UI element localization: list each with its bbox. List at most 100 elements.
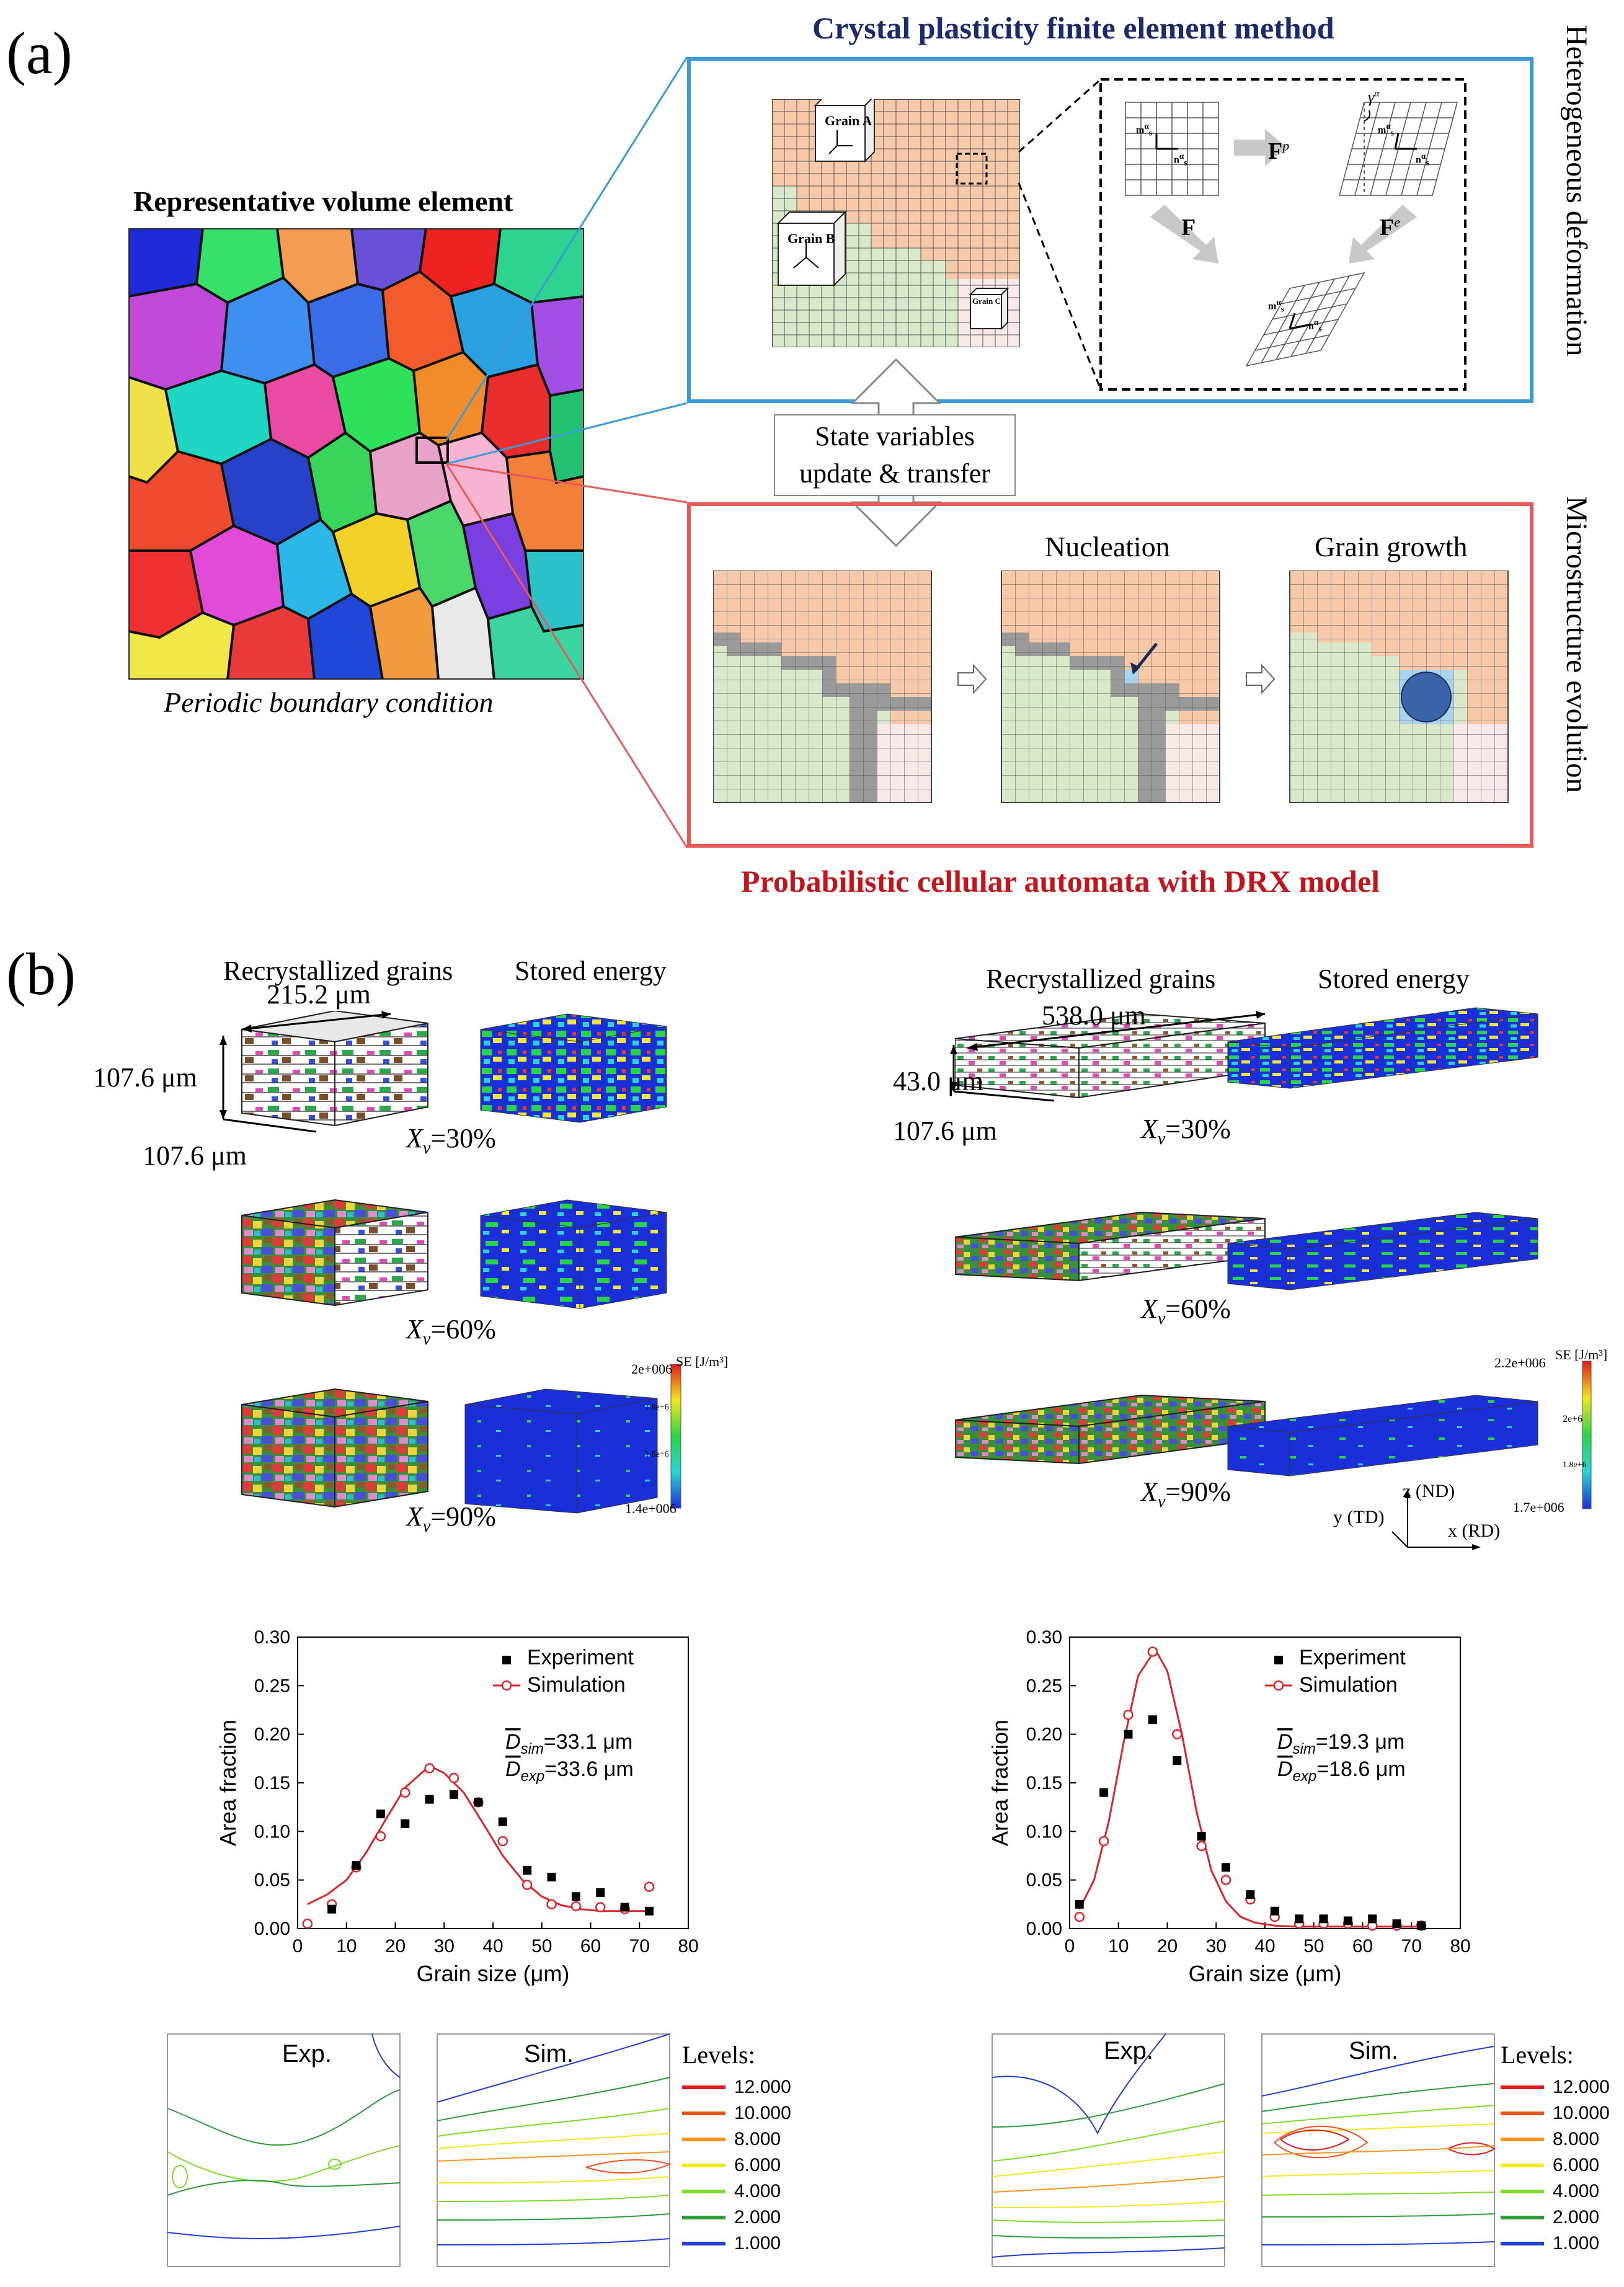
plot-frame [297,1636,689,1929]
experiment-point [1295,1914,1304,1924]
levels-legend-left: Levels: 12.000 10.000 8.000 6.000 4.000 2.000 1… [682,2040,791,2257]
y-tick-label: 0.25 [1026,1676,1062,1696]
m-vector-label: mαs [1136,122,1152,138]
x-tick-label: 60 [1352,1936,1373,1956]
level-item: 2.000 [682,2205,791,2231]
levels-title: Levels: [1501,2041,1574,2069]
simulation-point [546,1899,557,1910]
level-swatch [1501,2138,1544,2141]
y-tick-label: 0.05 [254,1870,290,1891]
level-item: 6.000 [1501,2152,1610,2178]
level-swatch [682,2138,725,2141]
grain-a-label: Grain A [825,113,872,128]
x-tick-label: 60 [580,1936,601,1956]
simulation-point [1196,1841,1207,1852]
grain-growth-label: Grain growth [1315,531,1468,562]
level-label: 1.000 [1553,2233,1600,2254]
nucleation-label: Nucleation [1045,531,1170,562]
x-tick-label: 30 [434,1936,455,1956]
axis-z-label: z (ND) [1403,1481,1455,1501]
experiment-point [1417,1921,1426,1930]
simulation-point [1172,1729,1183,1739]
n-vector-label-3: nαs [1308,318,1322,334]
level-swatch [682,2216,725,2219]
simulation-point [400,1787,410,1798]
simulation-point [1074,1911,1085,1922]
grain-c-label: Grain C [972,296,1001,306]
y-tick-label: 0.00 [254,1919,290,1939]
level-item: 1.000 [682,2231,791,2257]
grain-b-label: Grain B [788,231,835,246]
experiment-point [1075,1899,1084,1909]
state-variables-box: State variables update & transfer [774,414,1016,496]
experiment-point [1197,1832,1206,1841]
n-vector-label-2: nαs [1416,151,1429,167]
experiment-point [327,1904,337,1914]
right-se-mid1: 2e+6 [1563,1414,1583,1424]
level-swatch [1501,2216,1544,2219]
experiment-point [1173,1756,1182,1765]
level-item: 2.000 [1501,2205,1610,2231]
experiment-point [620,1903,629,1912]
level-label: 8.000 [1553,2129,1600,2149]
m-vector-label-3: mαs [1268,298,1284,314]
legend-experiment-marker [1274,1656,1283,1664]
m-vector-label-2: mαs [1378,122,1394,138]
left-se-mid1: 1.8e+6 [645,1403,669,1412]
level-label: 4.000 [1553,2181,1600,2201]
x-tick-label: 40 [1254,1936,1275,1956]
grain-c-cube [969,286,1009,331]
right-3d-blocks [955,1007,1592,1509]
level-item: 6.000 [682,2152,791,2178]
right-dim-y: 107.6 μm [893,1116,997,1146]
simulation-point [644,1881,655,1892]
legend-simulation-marker [1273,1680,1284,1691]
level-label: 12.000 [734,2077,791,2097]
cpfem-title: Crystal plasticity finite element method [812,11,1334,45]
left-dimension-arrows [220,1011,391,1133]
left-dim-x: 215.2 μm [267,979,371,1010]
annotation-d-exp: Dexp=33.6 μm [505,1757,634,1785]
n-vector-label: nαs [1174,151,1187,167]
grain-size-chart-right: 0 10 20 30 40 50 60 70 80 0.00 0.05 0.10 0.15 0.20 0.2… [987,1627,1471,1986]
y-tick-label: 0.20 [1026,1725,1062,1745]
right-se-min: 1.7e+006 [1513,1499,1564,1515]
experiment-point [1222,1863,1230,1872]
experiment-point [450,1790,458,1799]
state-line-2: update & transfer [799,458,990,489]
y-tick-label: 0.15 [1026,1773,1062,1793]
pca-grids [713,571,1509,803]
levels-legend-right: Levels: 12.000 10.000 8.000 6.000 4.000 2.000 1… [1501,2040,1610,2257]
simulation-point [1098,1836,1109,1847]
experiment-point [547,1872,556,1881]
right-recryst-label: Recrystallized grains [986,964,1216,994]
experiment-point [1246,1890,1255,1899]
y-tick-label: 0.30 [1026,1627,1062,1648]
experiment-point [596,1888,605,1898]
level-swatch [1501,2242,1544,2245]
cpfem-box [687,57,1533,403]
experiment-point [1343,1916,1352,1925]
x-tick-label: 10 [1108,1936,1129,1956]
level-swatch [682,2242,725,2245]
x-tick-label: 0 [293,1936,303,1956]
left-xv90: Xv=90% [406,1501,496,1536]
level-label: 8.000 [734,2129,781,2149]
coordinate-axes [1391,1490,1481,1550]
plot-frame [1069,1636,1461,1929]
simulation-point [521,1880,533,1890]
annotation-d-sim: Dsim=33.1 μm [505,1730,632,1757]
left-dim-z: 107.6 μm [93,1062,197,1093]
level-swatch [682,2085,725,2089]
y-tick-label: 0.15 [254,1773,290,1793]
fe-label: Fe [1380,214,1400,241]
y-axis-label: Area fraction [215,1720,241,1846]
contour-right-exp-label: Exp. [1104,2037,1154,2064]
experiment-point [474,1798,483,1807]
level-item: 10.000 [1501,2100,1610,2126]
experiment-point [1319,1914,1328,1924]
experiment-point [523,1866,532,1875]
level-label: 2.000 [734,2207,781,2227]
simulation-point [1220,1875,1231,1885]
x-tick-label: 20 [385,1936,406,1956]
